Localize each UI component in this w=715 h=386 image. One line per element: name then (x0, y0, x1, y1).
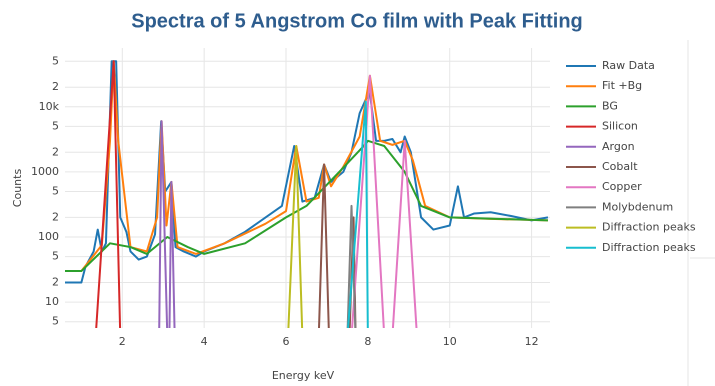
series-line (351, 74, 418, 328)
y-tick-label: 10k (39, 100, 60, 113)
plot-area (65, 60, 549, 328)
series-line (318, 163, 357, 328)
series-line (287, 144, 304, 328)
legend-label: Diffraction peaks (602, 221, 696, 234)
y-tick-label: 100 (38, 230, 59, 243)
legend-label: Copper (602, 180, 642, 193)
y-tick-label: 5 (52, 250, 59, 263)
y-tick-label: 5 (52, 315, 59, 328)
x-tick-label: 12 (525, 335, 539, 348)
y-tick-label: 1000 (31, 165, 59, 178)
x-tick-label: 4 (201, 335, 208, 348)
y-tick-label: 2 (52, 145, 59, 158)
x-tick-label: 10 (443, 335, 457, 348)
legend-label: Molybdenum (602, 200, 673, 213)
y-axis-label: Counts (11, 169, 24, 208)
series-line (347, 100, 369, 328)
x-tick-label: 6 (283, 335, 290, 348)
legend-label: Argon (602, 140, 635, 153)
x-tick-label: 8 (364, 335, 371, 348)
y-tick-label: 5 (52, 119, 59, 132)
series-line (346, 204, 357, 328)
y-tick-label: 5 (52, 184, 59, 197)
grid-layer: 2 4 6 8 10 12 5 10 2 5 100 2 5 1000 2 5 10k 2 5 (31, 48, 550, 348)
x-axis-label: Energy keV (272, 369, 335, 382)
series-line (95, 60, 122, 328)
legend-label: Diffraction peaks (602, 241, 696, 254)
y-tick-label: 2 (52, 275, 59, 288)
series-line (158, 120, 176, 328)
legend-label: Silicon (602, 120, 638, 133)
legend-label: Cobalt (602, 160, 638, 173)
chart-title: Spectra of 5 Angstrom Co film with Peak … (131, 10, 583, 32)
legend-label: Raw Data (602, 59, 655, 72)
legend-label: BG (602, 99, 618, 112)
y-tick-label: 2 (52, 80, 59, 93)
legend-label: Fit +Bg (602, 79, 642, 92)
y-tick-label: 2 (52, 210, 59, 223)
series-line (65, 60, 548, 273)
series-line (65, 139, 548, 273)
legend: Raw Data Fit +Bg BG Silicon Argon Cobalt Coppe… (566, 59, 696, 254)
x-tick-label: 2 (119, 335, 126, 348)
y-tick-label: 10 (45, 295, 59, 308)
y-tick-label: 5 (52, 54, 59, 67)
